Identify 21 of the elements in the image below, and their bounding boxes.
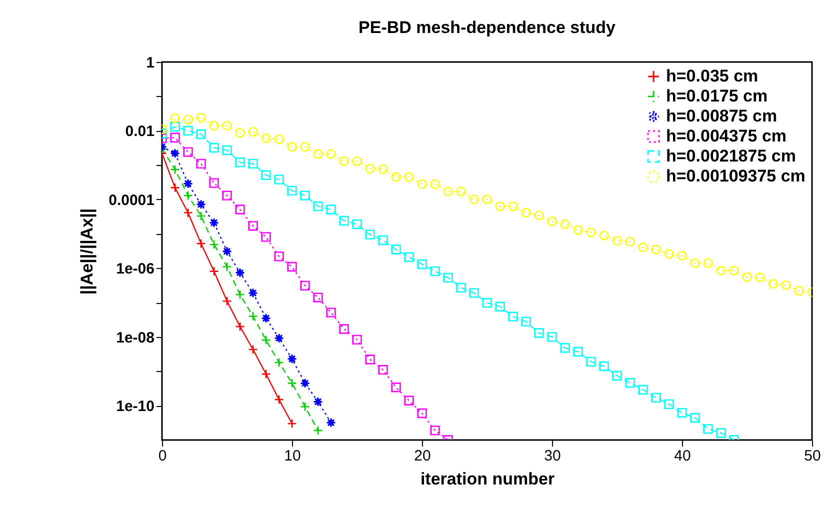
y-tick-label: 1e-06 bbox=[116, 260, 154, 278]
y-axis-title: ||Ae||/||Ax|| bbox=[78, 208, 97, 295]
x-tick-label: 0 bbox=[158, 448, 167, 464]
legend-label: h=0.0175 cm bbox=[666, 86, 768, 106]
x-axis-title: iteration number bbox=[420, 470, 555, 488]
chart-title: PE-BD mesh-dependence study bbox=[358, 18, 616, 37]
y-tick-label: 1 bbox=[146, 54, 154, 72]
x-tick-label: 40 bbox=[674, 448, 691, 464]
legend-label: h=0.00109375 cm bbox=[666, 166, 806, 186]
y-tick-label: 1e-08 bbox=[116, 329, 154, 346]
legend-label: h=0.004375 cm bbox=[666, 126, 787, 146]
legend-label: h=0.035 cm bbox=[666, 66, 758, 86]
y-tick-label: 1e-10 bbox=[116, 398, 154, 416]
legend-label: h=0.0021875 cm bbox=[666, 146, 796, 166]
x-tick-label: 50 bbox=[804, 448, 821, 464]
x-tick-label: 20 bbox=[414, 448, 431, 464]
legend-label: h=0.00875 cm bbox=[666, 106, 778, 126]
y-tick-label: 0.01 bbox=[125, 123, 154, 140]
y-tick-label: 0.0001 bbox=[108, 192, 154, 209]
x-tick-label: 30 bbox=[544, 448, 561, 464]
x-tick-label: 10 bbox=[284, 448, 301, 464]
